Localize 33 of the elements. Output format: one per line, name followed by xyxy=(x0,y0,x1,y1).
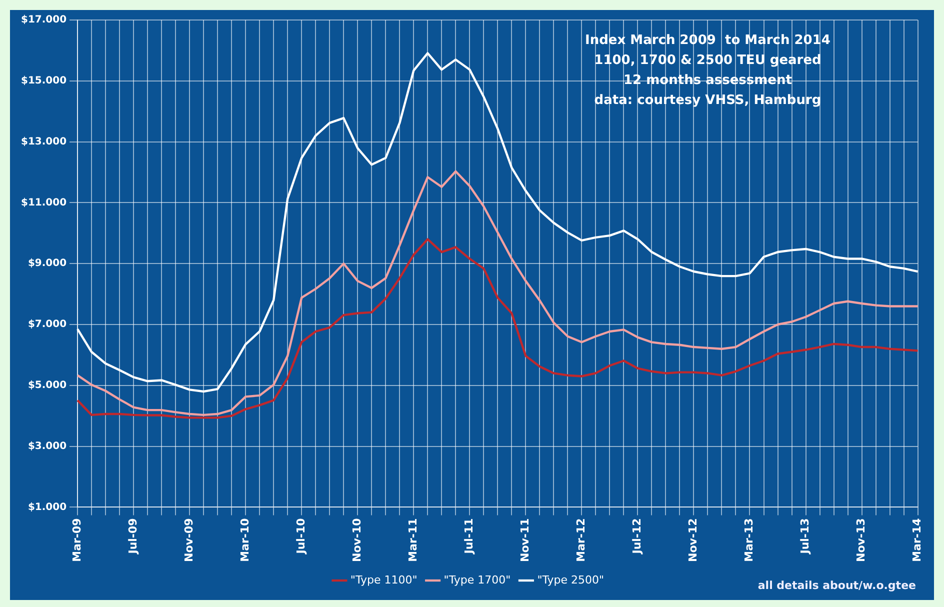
x-tick-label: Nov-10 xyxy=(350,518,364,562)
legend-label: "Type 2500" xyxy=(537,573,604,586)
text: all details about/w.o.gtee xyxy=(758,579,916,592)
x-tick-label: Nov-11 xyxy=(518,518,532,562)
y-tick-label: $11.000 xyxy=(21,197,67,208)
y-tick-label: $17.000 xyxy=(21,14,67,26)
x-tick-label: Jul-10 xyxy=(294,518,308,555)
x-tick-label: Nov-09 xyxy=(182,518,196,562)
x-tick-label: Mar-14 xyxy=(910,518,924,562)
y-tick-label: $13.000 xyxy=(21,136,67,148)
legend-label: "Type 1100" xyxy=(350,573,418,586)
x-tick-label: Jul-09 xyxy=(126,518,140,555)
text: 1100, 1700 & 2500 TEU geared xyxy=(594,52,822,68)
text: Index March 2009 to March 2014 xyxy=(585,32,830,48)
x-tick-label: Mar-09 xyxy=(70,518,84,562)
annotation: data: courtesy VHSS, Hamburg xyxy=(594,92,822,108)
x-tick-label: Nov-12 xyxy=(686,518,700,562)
x-tick-label: Jul-12 xyxy=(630,518,644,555)
y-tick-label: $5.000 xyxy=(28,380,67,391)
y-tick-label: $15.000 xyxy=(21,75,67,86)
annotation: 12 months assessment xyxy=(624,72,792,88)
y-tick-label: $9.000 xyxy=(28,258,67,270)
legend-label: "Type 1700" xyxy=(444,573,511,586)
x-tick-label: Mar-10 xyxy=(238,518,252,562)
y-tick-label: $1.000 xyxy=(28,502,67,513)
x-tick-label: Mar-12 xyxy=(574,518,588,562)
x-tick-label: Jul-11 xyxy=(462,518,476,555)
x-tick-label: Mar-13 xyxy=(742,518,756,562)
x-tick-label: Nov-13 xyxy=(854,518,868,562)
y-tick-label: $3.000 xyxy=(28,440,67,452)
x-tick-label: Jul-13 xyxy=(798,518,812,555)
y-tick-label: $7.000 xyxy=(28,319,67,330)
x-tick-label: Mar-11 xyxy=(406,518,420,562)
